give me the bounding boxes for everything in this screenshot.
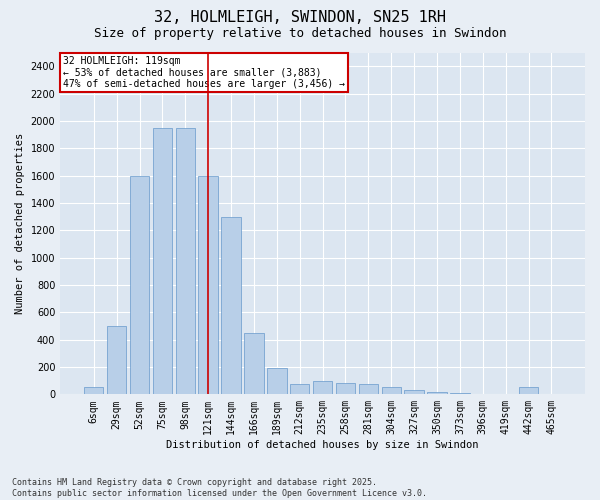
Bar <box>176 128 195 394</box>
Text: 32 HOLMLEIGH: 119sqm
← 53% of detached houses are smaller (3,883)
47% of semi-de: 32 HOLMLEIGH: 119sqm ← 53% of detached h… <box>63 56 345 89</box>
Bar <box>313 380 332 394</box>
Y-axis label: Number of detached properties: Number of detached properties <box>15 133 25 314</box>
Bar <box>267 368 287 394</box>
Bar <box>221 216 241 394</box>
Bar <box>152 128 172 394</box>
Bar <box>244 333 263 394</box>
Bar <box>427 392 447 394</box>
X-axis label: Distribution of detached houses by size in Swindon: Distribution of detached houses by size … <box>166 440 479 450</box>
Text: 32, HOLMLEIGH, SWINDON, SN25 1RH: 32, HOLMLEIGH, SWINDON, SN25 1RH <box>154 10 446 25</box>
Bar <box>130 176 149 394</box>
Bar <box>84 388 103 394</box>
Text: Size of property relative to detached houses in Swindon: Size of property relative to detached ho… <box>94 28 506 40</box>
Bar <box>450 393 470 394</box>
Bar <box>382 388 401 394</box>
Bar <box>107 326 127 394</box>
Bar <box>199 176 218 394</box>
Bar <box>290 384 310 394</box>
Bar <box>336 384 355 394</box>
Bar <box>404 390 424 394</box>
Text: Contains HM Land Registry data © Crown copyright and database right 2025.
Contai: Contains HM Land Registry data © Crown c… <box>12 478 427 498</box>
Bar <box>519 388 538 394</box>
Bar <box>359 384 378 394</box>
